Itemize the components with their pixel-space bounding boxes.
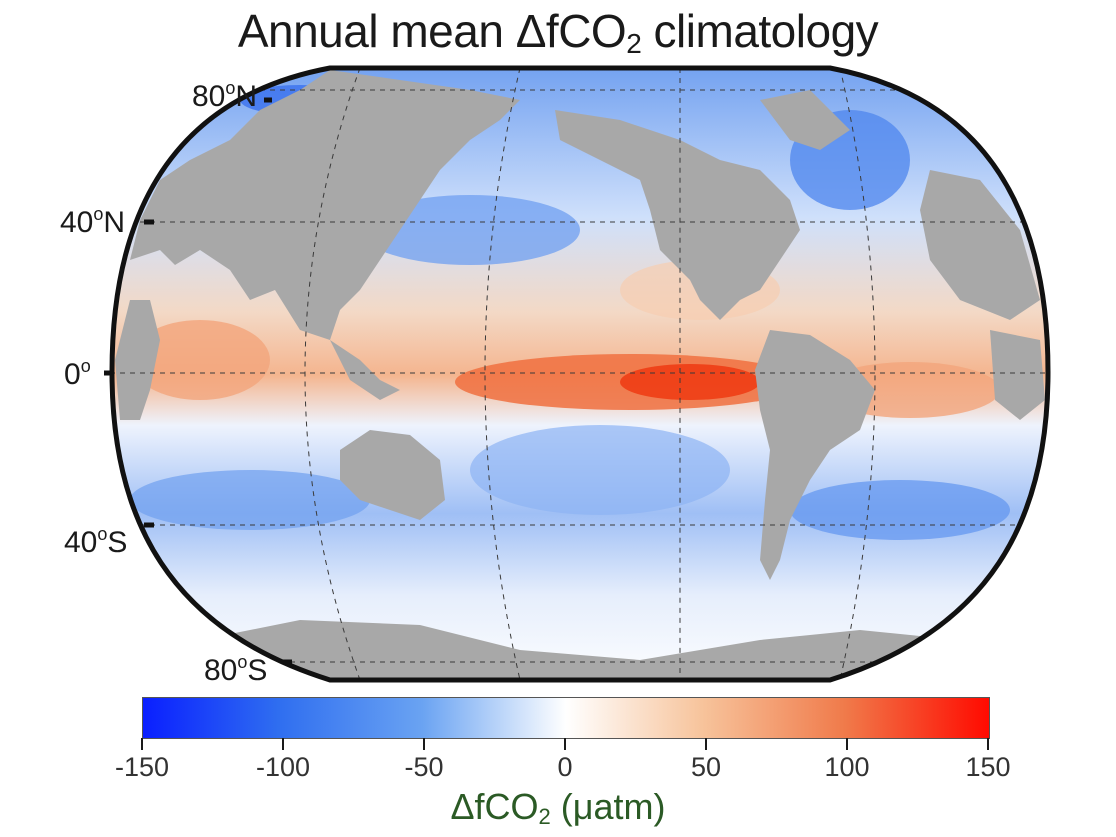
colorbar-title: ΔfCO2 (μatm) <box>450 786 666 829</box>
colorbar-tick-label: 100 <box>824 752 870 782</box>
colorbar-tick <box>423 738 425 750</box>
colorbar-ticks <box>0 738 1116 752</box>
colorbar-tick <box>282 738 284 750</box>
lat-label-equator: 0o <box>64 356 91 391</box>
colorbar-tick <box>564 738 566 750</box>
colorbar-tick-label: 0 <box>557 752 573 782</box>
title-subscript: 2 <box>626 28 642 59</box>
colorbar-tick <box>705 738 707 750</box>
lat-label-40n: 40oN <box>60 204 126 239</box>
colorbar-tick-label: -100 <box>255 752 311 782</box>
colorbar-tick <box>141 738 143 750</box>
lat-label-80s: 80oS <box>204 652 268 687</box>
land-masses <box>115 70 1045 680</box>
colorbar-tick-label: 50 <box>690 752 722 782</box>
map-border <box>109 65 1051 683</box>
lat-label-80n: 80oN <box>192 78 258 113</box>
title-prefix: Annual mean ΔfCO <box>237 5 627 57</box>
lat-ticks <box>104 97 292 665</box>
colorbar-tick-label: -150 <box>114 752 170 782</box>
map-body <box>112 68 1048 680</box>
colorbar-tick-label: -50 <box>404 752 444 782</box>
colorbar-tick-label: 150 <box>965 752 1011 782</box>
colorbar-tick <box>846 738 848 750</box>
lat-label-40s: 40oS <box>64 524 128 559</box>
colorbar <box>142 697 990 739</box>
colorbar-tick <box>987 738 989 750</box>
chart-title: Annual mean ΔfCO2 climatology <box>0 4 1116 60</box>
title-suffix: climatology <box>641 5 879 57</box>
